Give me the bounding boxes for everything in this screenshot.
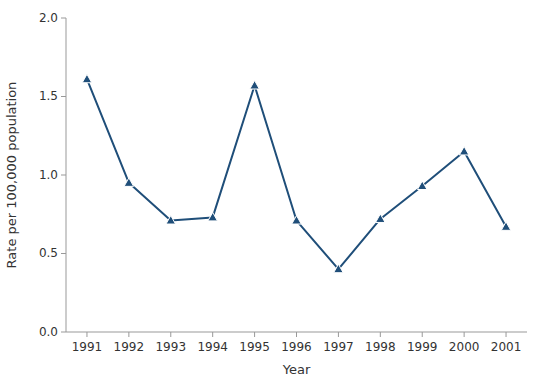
x-tick bbox=[254, 332, 255, 337]
x-tick bbox=[464, 332, 465, 337]
point bbox=[82, 74, 92, 83]
y-tick-label: 0.5 bbox=[39, 246, 58, 260]
x-tick bbox=[506, 332, 507, 337]
x-axis: 1991 1992 1993 1994 1995 1996 1997 1998 1999 2000… bbox=[66, 332, 527, 354]
x-tick-label: 2001 bbox=[491, 340, 522, 354]
x-tick-label: 1992 bbox=[114, 340, 145, 354]
point bbox=[292, 216, 302, 225]
x-tick-label: 1999 bbox=[407, 340, 438, 354]
line bbox=[87, 79, 506, 269]
chart: 0.00.51.01.52.01991199219931994199519961… bbox=[0, 0, 545, 384]
x-tick-label: 1996 bbox=[281, 340, 312, 354]
plot-area bbox=[82, 74, 511, 272]
point bbox=[250, 81, 260, 90]
y-tick bbox=[61, 253, 66, 254]
y-tick bbox=[61, 175, 66, 176]
x-tick bbox=[86, 332, 87, 337]
point bbox=[124, 178, 133, 187]
background bbox=[0, 0, 545, 384]
x-tick-label: 1993 bbox=[155, 340, 186, 354]
x-tick-label: 1995 bbox=[239, 340, 270, 354]
x-axis-label: Year bbox=[282, 362, 311, 377]
y-tick bbox=[61, 332, 66, 333]
x-tick bbox=[170, 332, 171, 337]
x-tick-label: 1991 bbox=[72, 340, 103, 354]
y-axis: 0.0 0.5 1.0 1.5 2.0 bbox=[39, 11, 66, 339]
y-tick-label: 1.5 bbox=[39, 89, 58, 103]
x-tick bbox=[128, 332, 129, 337]
point bbox=[417, 181, 427, 190]
y-tick-label: 2.0 bbox=[39, 11, 58, 25]
x-tick-label: 1998 bbox=[365, 340, 396, 354]
x-tick-label: 1997 bbox=[323, 340, 354, 354]
y-tick-label: 0.0 bbox=[39, 325, 58, 339]
y-tick bbox=[61, 18, 66, 19]
point bbox=[376, 214, 386, 223]
point bbox=[459, 146, 469, 155]
x-tick bbox=[212, 332, 213, 337]
point bbox=[334, 264, 344, 273]
y-tick bbox=[61, 96, 66, 97]
x-tick bbox=[380, 332, 381, 337]
y-axis-label: Rate per 100,000 population bbox=[4, 82, 19, 269]
x-tick-label: 1994 bbox=[197, 340, 228, 354]
chart-container: 0.00.51.01.52.01991199219931994199519961… bbox=[0, 0, 545, 384]
x-tick bbox=[422, 332, 423, 337]
point bbox=[501, 222, 511, 231]
x-tick bbox=[296, 332, 297, 337]
x-tick bbox=[338, 332, 339, 337]
x-tick-label: 2000 bbox=[449, 340, 480, 354]
point bbox=[166, 216, 176, 225]
point bbox=[208, 212, 218, 221]
y-tick-label: 1.0 bbox=[39, 168, 58, 182]
